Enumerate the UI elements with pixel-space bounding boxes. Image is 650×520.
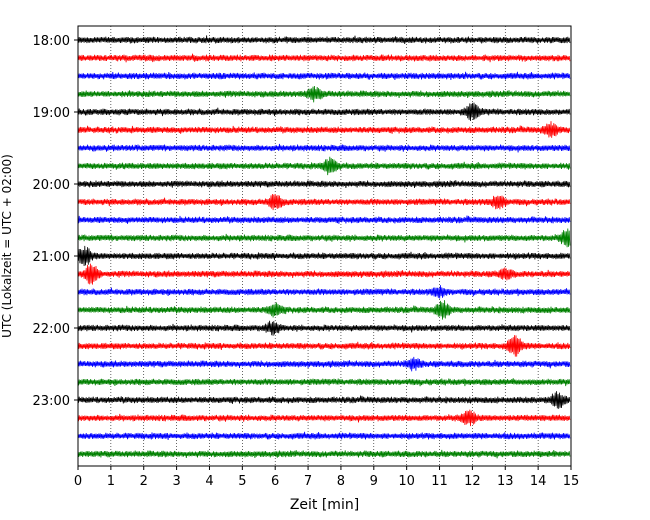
- trace-1830: [78, 71, 571, 81]
- y-axis: 18:00 19:00 20:00 21:00 22:00 23:00: [33, 34, 78, 409]
- trace-2000: [78, 180, 571, 189]
- y-tick-label-2: 20:00: [33, 178, 70, 193]
- y-tick-label-4: 22:00: [33, 322, 70, 337]
- x-axis: 0 1 2 3 4 5 6 7 8 9 10 11 12 13 14 15: [74, 466, 579, 489]
- trace-2200: [78, 320, 571, 336]
- x-tick-label-7: 7: [304, 474, 312, 489]
- trace-1815: [78, 53, 571, 63]
- x-tick-label-0: 0: [74, 474, 82, 489]
- trace-2245: [78, 378, 571, 387]
- x-tick-label-3: 3: [172, 474, 180, 489]
- trace-2300: [78, 391, 571, 409]
- trace-2115: [78, 263, 571, 285]
- y-tick-label-0: 18:00: [33, 34, 70, 49]
- y-tick-label-5: 23:00: [33, 394, 70, 409]
- trace-2045: [78, 228, 571, 248]
- x-tick-label-1: 1: [107, 474, 115, 489]
- x-tick-label-13: 13: [497, 474, 514, 489]
- x-tick-label-15: 15: [563, 474, 580, 489]
- x-tick-label-6: 6: [271, 474, 279, 489]
- trace-2345: [78, 449, 571, 459]
- x-tick-label-12: 12: [464, 474, 481, 489]
- trace-1945: [78, 156, 571, 176]
- x-tick-label-10: 10: [398, 474, 415, 489]
- trace-2015: [78, 193, 571, 211]
- trace-group: [78, 35, 571, 459]
- trace-2100: [78, 245, 571, 267]
- trace-2145: [78, 300, 571, 320]
- trace-2215: [78, 335, 571, 357]
- trace-2130: [78, 285, 571, 299]
- x-tick-label-5: 5: [238, 474, 246, 489]
- plot-frame: [77, 25, 572, 467]
- y-tick-label-1: 19:00: [33, 106, 70, 121]
- grid-lines: [110, 26, 539, 466]
- x-tick-label-8: 8: [337, 474, 345, 489]
- x-tick-label-4: 4: [205, 474, 213, 489]
- y-axis-label: UTC (Lokalzeit = UTC + 02:00): [0, 154, 14, 338]
- x-tick-label-9: 9: [370, 474, 378, 489]
- trace-1800: [78, 35, 571, 44]
- x-tick-label-14: 14: [530, 474, 547, 489]
- x-tick-label-11: 11: [431, 474, 448, 489]
- trace-1915: [78, 121, 571, 138]
- y-tick-label-3: 21:00: [33, 250, 70, 265]
- trace-1900: [78, 102, 571, 122]
- trace-1930: [78, 143, 571, 153]
- trace-2315: [78, 409, 571, 427]
- x-tick-label-2: 2: [140, 474, 148, 489]
- trace-2330: [78, 431, 571, 441]
- x-axis-label: Zeit [min]: [290, 497, 359, 513]
- trace-2230: [78, 356, 571, 372]
- trace-1845: [78, 85, 571, 103]
- trace-2030: [78, 215, 571, 224]
